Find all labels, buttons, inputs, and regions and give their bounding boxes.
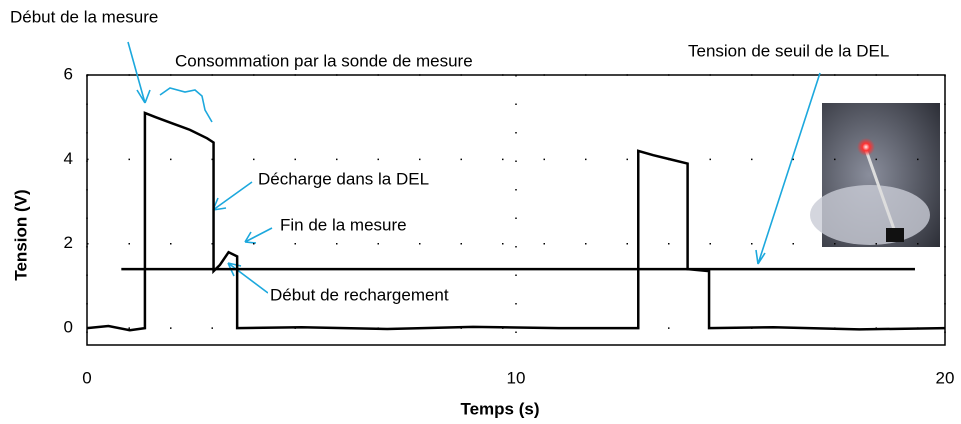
x-axis-title: Temps (s)	[460, 399, 539, 418]
annotation: Consommation par la sonde de mesure	[175, 51, 473, 70]
y-tick-label: 0	[64, 318, 73, 337]
annotation: Début de rechargement	[270, 285, 449, 304]
annotation: Tension de seuil de la DEL	[688, 41, 889, 60]
x-tick-label: 20	[936, 368, 955, 387]
photo-inset	[810, 103, 940, 247]
y-tick-label: 6	[64, 64, 73, 83]
y-axis-title: Tension (V)	[11, 189, 30, 280]
annotation: Fin de la mesure	[280, 215, 407, 234]
annotation-background	[268, 285, 451, 305]
annotation-arrows	[127, 41, 821, 294]
x-tick-label: 0	[82, 368, 91, 387]
y-tick-label: 2	[64, 233, 73, 252]
y-tick-label: 4	[64, 149, 73, 168]
x-tick-label: 10	[507, 368, 526, 387]
annotation: Début de la mesure	[10, 7, 158, 26]
annotation: Décharge dans la DEL	[258, 169, 429, 188]
